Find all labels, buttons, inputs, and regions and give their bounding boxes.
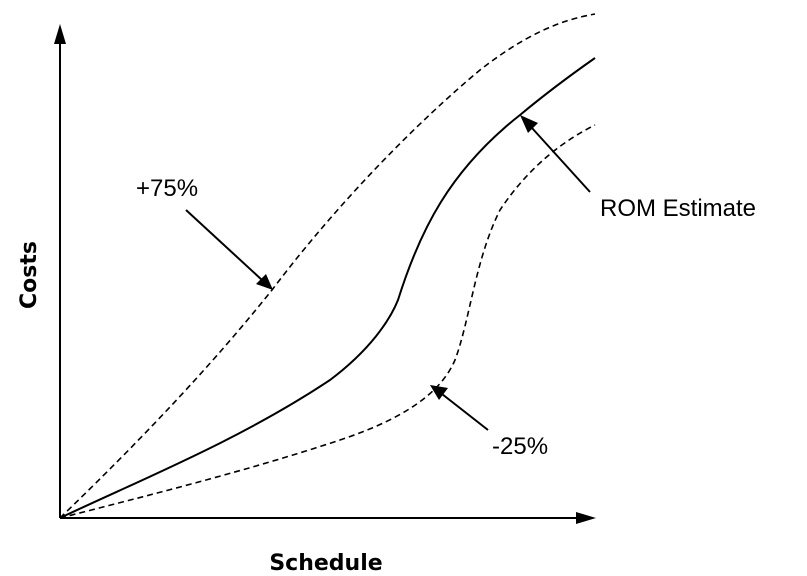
rom-estimate-label: ROM Estimate [600,195,756,222]
upper-label-pointer [185,209,263,281]
y-axis-title: Costs [17,241,42,309]
upper-label-arrowhead [256,274,273,290]
x-axis-arrowhead [576,512,596,524]
middle-label-pointer [531,127,591,193]
upper-bound-label: +75% [136,175,198,202]
y-axis-arrowhead [54,24,66,44]
lower-label-arrowhead [430,385,448,400]
rom-estimate-curve [59,57,596,519]
upper-bound-curve [59,13,596,519]
x-axis-title: Schedule [269,551,382,576]
lower-bound-label: -25% [492,433,548,460]
middle-label-arrowhead [520,115,538,133]
lower-label-pointer [441,393,489,431]
lower-bound-curve [59,124,596,519]
